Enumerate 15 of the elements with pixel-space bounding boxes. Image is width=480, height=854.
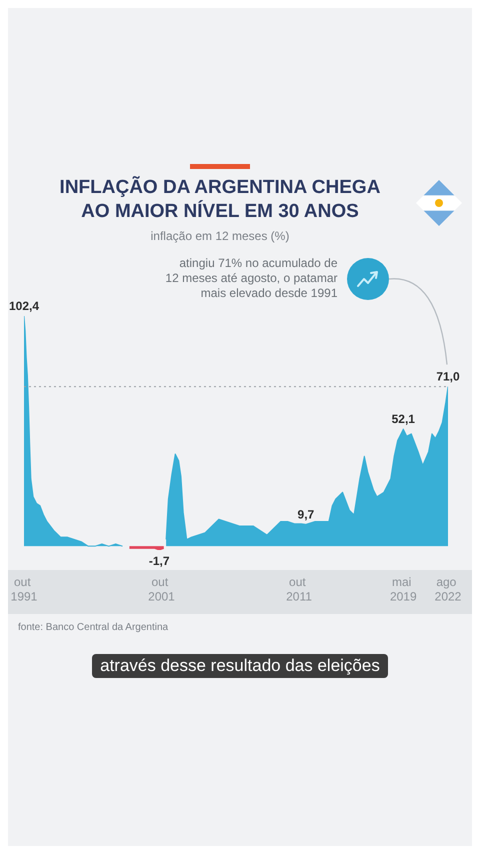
- data-label: 102,4: [8, 299, 40, 313]
- text: atingiu 71% no acumulado de 12 meses até agosto, o patamar mais elevado desde 1991: [164, 256, 338, 301]
- chart-title: INFLAÇÃO DA ARGENTINA CHEGA AO MAIOR NÍVEL EM 30 ANOS: [58, 176, 382, 224]
- x-tick-label: out 1991: [10, 575, 38, 604]
- chart-subtitle: inflação em 12 meses (%): [150, 229, 290, 243]
- data-label: 71,0: [436, 370, 460, 384]
- x-tick-label: mai 2019: [390, 575, 417, 604]
- data-label: -1,7: [148, 554, 170, 568]
- data-label: 9,7: [298, 507, 315, 522]
- x-tick-label: out 2001: [148, 575, 176, 604]
- x-tick-label: ago 2022: [434, 575, 462, 604]
- data-label: 52,1: [392, 412, 416, 426]
- source-note: fonte: Banco Central da Argentina: [18, 622, 168, 633]
- text: através desse resultado das eleições: [92, 654, 388, 678]
- x-tick-label: out 2011: [286, 575, 312, 604]
